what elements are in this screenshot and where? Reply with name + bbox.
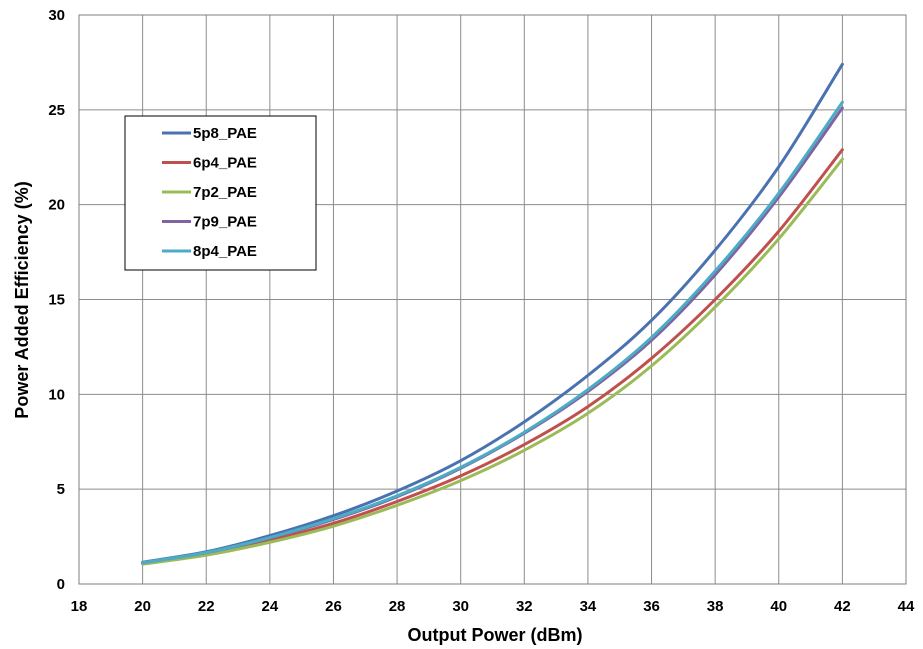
series-line-5p8-pae xyxy=(141,62,844,564)
y-tick-label: 15 xyxy=(48,292,65,309)
x-tick-label: 22 xyxy=(198,598,215,615)
x-tick-label: 38 xyxy=(707,598,724,615)
x-tick-label: 36 xyxy=(643,598,660,615)
legend-label: 7p2_PAE xyxy=(193,184,257,201)
y-tick-label: 20 xyxy=(48,197,65,214)
series-line-7p2-pae xyxy=(141,157,844,566)
y-tick-label: 0 xyxy=(57,576,65,593)
legend-box xyxy=(124,115,317,271)
x-tick-label: 26 xyxy=(325,598,342,615)
x-tick-label: 34 xyxy=(580,598,597,615)
y-tick-label: 5 xyxy=(57,481,65,498)
legend-label: 7p9_PAE xyxy=(193,214,257,231)
plot-area-border xyxy=(78,14,907,585)
x-tick-label: 32 xyxy=(516,598,533,615)
x-axis-title: Output Power (dBm) xyxy=(408,625,583,645)
x-tick-label: 44 xyxy=(898,598,915,615)
series-lines xyxy=(141,62,844,566)
x-tick-label: 28 xyxy=(389,598,406,615)
legend: 5p8_PAE 6p4_PAE 7p2_PAE 7p9_PAE 8p4_PAE xyxy=(124,115,317,271)
x-tick-label: 18 xyxy=(71,598,88,615)
x-tick-label: 42 xyxy=(834,598,851,615)
y-axis-title: Power Added Efficiency (%) xyxy=(12,181,32,418)
x-tick-label: 40 xyxy=(770,598,787,615)
y-tick-label: 30 xyxy=(48,7,65,24)
legend-label: 6p4_PAE xyxy=(193,155,257,172)
y-tick-label: 25 xyxy=(48,102,65,119)
tick-labels: 18 20 22 24 26 28 30 32 34 36 38 40 42 44 0 5 10 15 20 25 30 xyxy=(48,7,915,615)
x-tick-label: 24 xyxy=(262,598,279,615)
series-line-6p4-pae xyxy=(141,148,844,566)
series-line-8p4-pae xyxy=(141,100,844,565)
legend-label: 5p8_PAE xyxy=(193,125,257,142)
x-tick-label: 30 xyxy=(452,598,469,615)
grid-lines xyxy=(78,14,907,585)
legend-label: 8p4_PAE xyxy=(193,243,257,260)
x-tick-label: 20 xyxy=(134,598,151,615)
y-tick-label: 10 xyxy=(48,386,65,403)
